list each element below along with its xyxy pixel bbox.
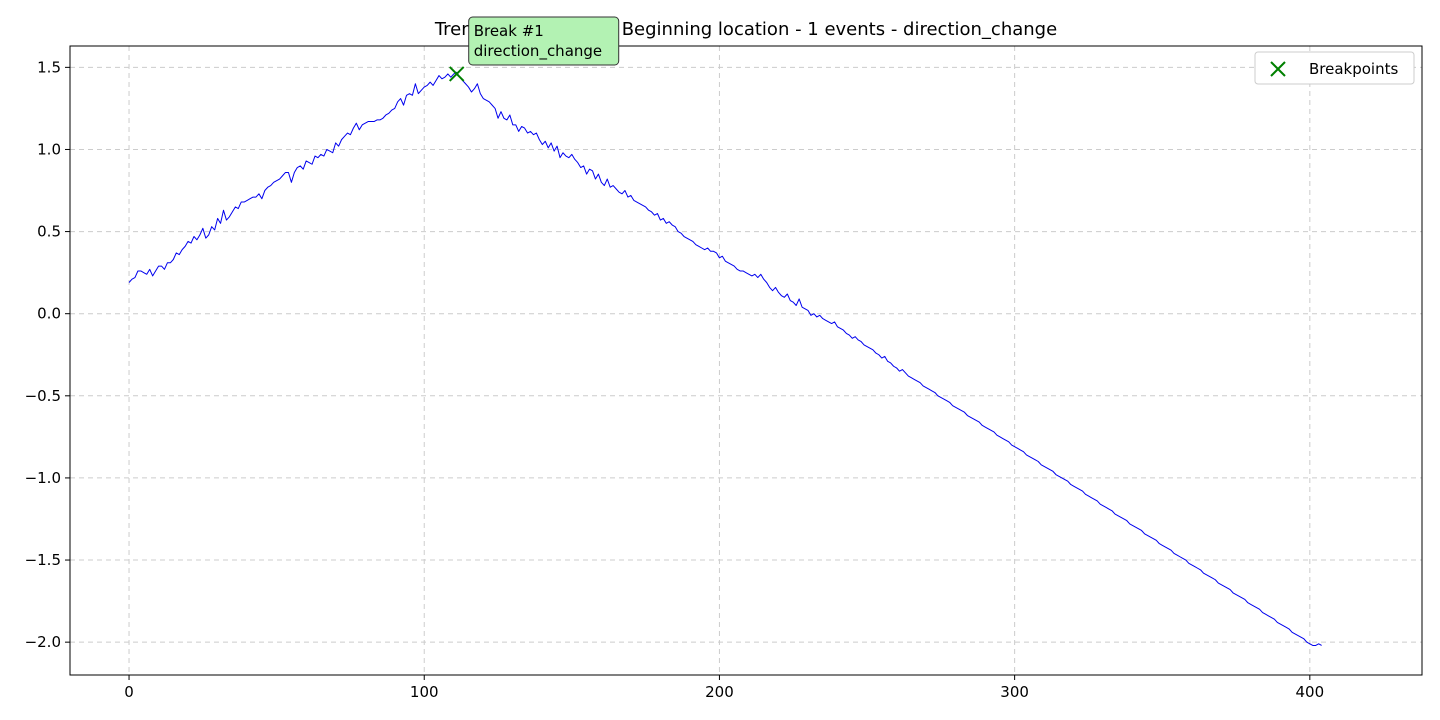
x-tick-label: 300 bbox=[1000, 683, 1029, 701]
y-tick-label: 1.0 bbox=[37, 140, 61, 158]
y-tick-label: 1.5 bbox=[37, 58, 61, 76]
y-tick-label: 0.0 bbox=[37, 305, 61, 323]
legend-label: Breakpoints bbox=[1309, 60, 1398, 78]
y-axis-ticks: 1.5 1.0 0.5 0.0 −0.5 −1.0 −1.5 −2.0 bbox=[25, 58, 70, 651]
y-tick-label: −0.5 bbox=[25, 387, 61, 405]
x-tick-label: 200 bbox=[705, 683, 734, 701]
y-tick-label: −2.0 bbox=[25, 633, 61, 651]
x-axis-ticks: 0 100 200 300 400 bbox=[124, 675, 1324, 701]
annotation-label-line2: direction_change bbox=[474, 42, 602, 61]
annotation-label-line1: Break #1 bbox=[474, 22, 544, 40]
breakpoint-annotations: Break #1 direction_change bbox=[468, 16, 620, 66]
breakpoint-markers bbox=[449, 66, 465, 82]
legend-box bbox=[1254, 51, 1415, 85]
breakpoint-annotation: Break #1 direction_change bbox=[468, 16, 620, 66]
plot-area-frame bbox=[69, 45, 1423, 676]
breakpoint-x-icon bbox=[449, 66, 465, 82]
series-line bbox=[128, 71, 1322, 646]
series-polyline bbox=[128, 71, 1322, 646]
legend: Breakpoints bbox=[1254, 51, 1415, 85]
y-tick-label: −1.0 bbox=[25, 469, 61, 487]
y-tick-label: −1.5 bbox=[25, 551, 61, 569]
annotation-box bbox=[468, 16, 620, 66]
x-tick-label: 400 bbox=[1296, 683, 1325, 701]
legend-marker-x-icon bbox=[1270, 61, 1286, 77]
y-tick-label: 0.5 bbox=[37, 223, 61, 241]
x-tick-label: 100 bbox=[410, 683, 439, 701]
x-tick-label: 0 bbox=[124, 683, 134, 701]
grid-lines bbox=[70, 46, 1422, 675]
